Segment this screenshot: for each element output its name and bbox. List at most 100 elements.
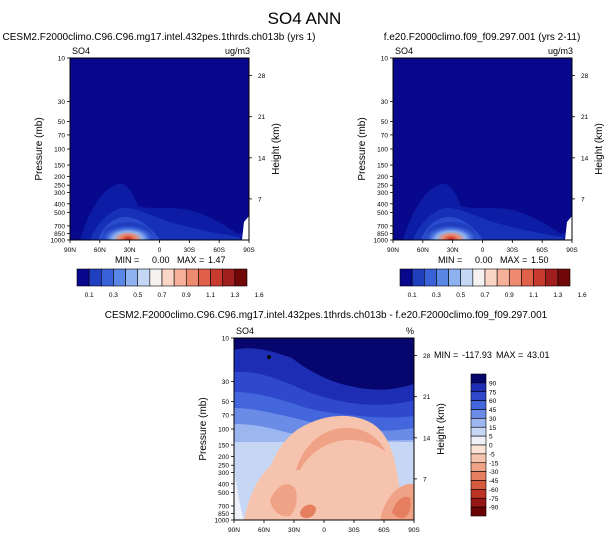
panel-control-y2label: Height (km) — [594, 123, 605, 175]
x-tick-label: 90N — [228, 527, 240, 534]
colorbar-label: 90 — [489, 380, 497, 387]
y-tick-label: 30 — [58, 99, 66, 106]
colorbar-label: 60 — [489, 398, 497, 405]
colorbar-label: 0 — [489, 443, 493, 450]
y-tick-label: 700 — [218, 503, 229, 510]
colorbar-label: 0.9 — [182, 292, 191, 299]
y2-tick-label: 7 — [258, 196, 262, 203]
panel-test-variable: SO4 — [72, 46, 90, 56]
y-tick-label: 50 — [381, 119, 389, 126]
colorbar-swatch — [222, 268, 236, 287]
colorbar-swatch — [533, 268, 547, 287]
colorbar-swatch — [470, 391, 487, 401]
colorbar-swatch — [470, 426, 487, 437]
panel-test-x-axis: 90N 60N 30N 0 30S 60S 90S — [64, 240, 255, 254]
y-tick-label: 300 — [218, 470, 229, 477]
colorbar-label: 15 — [489, 425, 497, 432]
colorbar-swatch — [234, 268, 248, 287]
y2-tick-label: 14 — [423, 435, 431, 442]
colorbar-swatch — [470, 444, 487, 455]
x-tick-label: 60S — [378, 527, 390, 534]
colorbar-label: 1.6 — [578, 292, 587, 299]
x-tick-label: 30N — [124, 247, 136, 254]
colorbar-swatch — [423, 268, 437, 287]
x-tick-label: 30S — [348, 527, 360, 534]
colorbar-label: 1.1 — [206, 292, 215, 299]
colorbar-label: 0.1 — [85, 292, 94, 299]
colorbar-swatch — [399, 268, 413, 287]
y-tick-label: 10 — [381, 56, 389, 63]
y-tick-label: 700 — [377, 223, 388, 230]
panel-diff-ylabel: Pressure (mb) — [198, 397, 209, 460]
y-tick-label: 500 — [377, 210, 388, 217]
x-tick-label: 60S — [213, 247, 225, 254]
colorbar-swatch — [470, 489, 487, 499]
y-tick-label: 50 — [58, 119, 66, 126]
panel-test-title: CESM2.F2000climo.C96.C96.mg17.intel.432p… — [3, 32, 316, 43]
colorbar-swatch — [161, 268, 175, 287]
x-tick-label: 0 — [481, 247, 485, 254]
y-tick-label: 400 — [377, 201, 388, 208]
colorbar-label: -30 — [489, 469, 499, 476]
colorbar-swatch — [470, 400, 487, 410]
y2-tick-label: 14 — [258, 155, 266, 162]
colorbar-label: 0.5 — [456, 292, 465, 299]
panel-control-ylabel: Pressure (mb) — [357, 117, 368, 180]
colorbar-swatch — [470, 506, 487, 517]
colorbar-swatch — [76, 268, 90, 287]
colorbar-swatch — [470, 471, 487, 481]
y-tick-label: 200 — [218, 454, 229, 461]
y2-tick-label: 28 — [581, 73, 589, 80]
panel-control-variable: SO4 — [395, 46, 413, 56]
panel-control-max-label: MAX = — [500, 255, 527, 265]
panel-control-max-value: 1.50 — [531, 255, 549, 265]
y-tick-label: 150 — [54, 163, 65, 170]
y-tick-label: 70 — [381, 132, 389, 139]
colorbar-label: 0.1 — [408, 292, 417, 299]
y2-tick-label: 21 — [423, 394, 431, 401]
x-tick-label: 60N — [417, 247, 429, 254]
colorbar-diff: 90 75 60 45 30 15 5 0-5 -15 -30 -45 -60 -75 -90 — [470, 373, 499, 517]
y2-tick-label: 7 — [423, 476, 427, 483]
panel-test-max-value: 1.47 — [208, 255, 226, 265]
colorbar-swatch — [470, 382, 487, 393]
colorbar-label: -75 — [489, 496, 499, 503]
colorbar-swatch — [545, 268, 559, 287]
panel-test-min-value: 0.00 — [152, 255, 170, 265]
y-tick-label: 50 — [222, 399, 230, 406]
y-tick-label: 400 — [218, 481, 229, 488]
x-tick-label: 90S — [243, 247, 255, 254]
panel-diff-min-label: MIN = — [434, 350, 458, 360]
colorbar-swatch — [436, 268, 449, 287]
panel-test-y2label: Height (km) — [271, 123, 282, 175]
panel-diff: CESM2.F2000climo.C96.C96.mg17.intel.432p… — [105, 310, 550, 534]
y2-tick-label: 21 — [581, 114, 589, 121]
colorbar-swatch — [448, 268, 462, 287]
panel-control-field — [393, 58, 572, 240]
panel-diff-max-value: 43.01 — [527, 350, 550, 360]
x-tick-label: 30N — [447, 247, 459, 254]
panel-diff-max-label: MAX = — [496, 350, 523, 360]
y2-tick-label: 28 — [423, 353, 431, 360]
colorbar-swatch — [470, 480, 487, 490]
colorbar-swatch — [185, 268, 199, 287]
colorbar-swatch — [411, 268, 425, 287]
panel-control-min-label: MIN = — [438, 255, 462, 265]
y2-tick-label: 28 — [258, 73, 266, 80]
panel-test-y2-axis: 28 21 14 7 — [249, 73, 266, 203]
colorbar-swatch — [470, 409, 487, 419]
panel-diff-y2label: Height (km) — [436, 403, 447, 455]
y-tick-label: 250 — [54, 183, 65, 190]
colorbar-swatch — [557, 268, 571, 287]
colorbar-swatch — [508, 268, 522, 287]
colorbar-swatch — [484, 268, 498, 287]
y-tick-label: 200 — [377, 174, 388, 181]
y2-tick-label: 7 — [581, 196, 585, 203]
x-tick-label: 90N — [64, 247, 76, 254]
panel-diff-field — [234, 338, 414, 520]
y-tick-label: 300 — [377, 190, 388, 197]
colorbar-label: -45 — [489, 478, 499, 485]
y-tick-label: 250 — [377, 183, 388, 190]
